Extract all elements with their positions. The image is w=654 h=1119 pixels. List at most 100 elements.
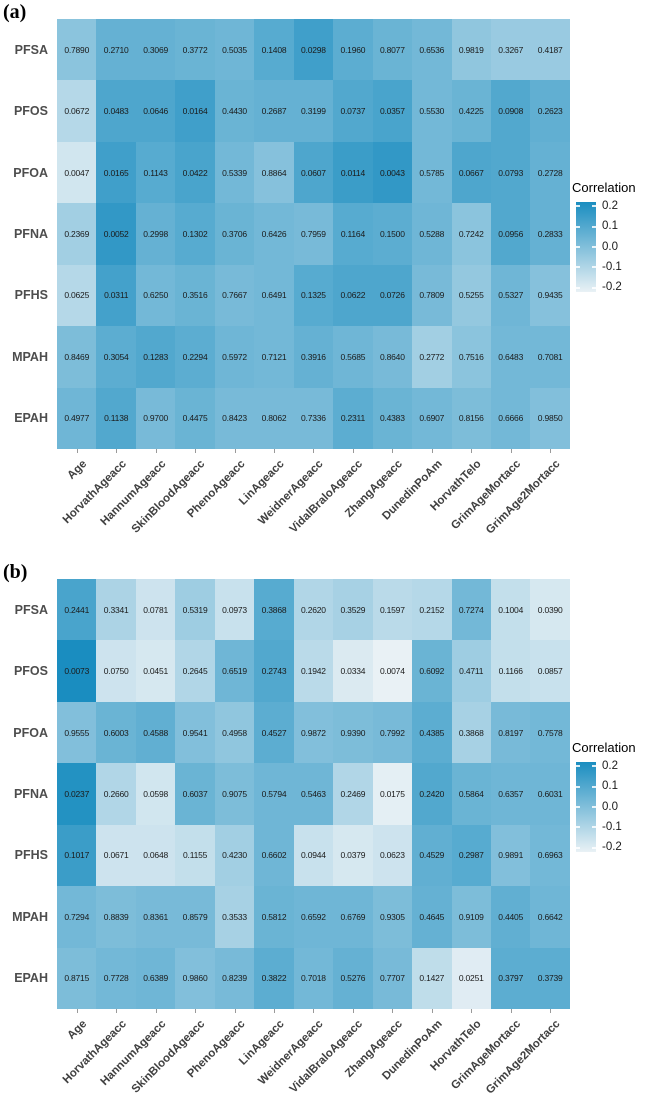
heatmap-cell: 0.8062 (254, 387, 294, 449)
heatmap-cell: 0.5255 (451, 264, 491, 327)
heatmap-cell: 0.8197 (490, 701, 531, 764)
heatmap-cell: 0.5685 (333, 326, 373, 388)
axis-tick (313, 1009, 315, 1013)
heatmap-cell: 0.9872 (293, 701, 334, 764)
heatmap-cell: 0.0311 (96, 264, 136, 327)
axis-tick (76, 1009, 78, 1013)
heatmap-cell: 0.2833 (530, 203, 570, 265)
legend-tick (576, 765, 580, 768)
legend-gradient-bar (576, 202, 596, 292)
heatmap-cell: 0.0483 (96, 80, 136, 142)
heatmap-cell: 0.0956 (490, 203, 531, 265)
heatmap-cell: 0.2728 (530, 141, 570, 204)
heatmap-cell: 0.3341 (96, 579, 136, 641)
heatmap-cell: 0.0726 (372, 264, 413, 327)
heatmap-cell: 0.9435 (530, 264, 570, 327)
heatmap-cell: 0.6963 (530, 824, 570, 887)
heatmap-cell: 0.7294 (57, 886, 97, 948)
heatmap-cell: 0.7336 (293, 387, 334, 449)
heatmap-cell: 0.0646 (135, 80, 176, 142)
row-label: PFHS (14, 288, 48, 303)
heatmap-cell: 0.0625 (57, 264, 97, 327)
axis-tick (155, 1009, 157, 1013)
heatmap-cell: 0.6602 (254, 824, 294, 887)
heatmap-cell: 0.2987 (451, 824, 491, 887)
heatmap-cell: 0.4405 (490, 886, 531, 948)
axis-tick (392, 449, 394, 453)
heatmap-cell: 0.4588 (135, 701, 176, 764)
heatmap-cell: 0.4958 (214, 701, 255, 764)
heatmap-cell: 0.5288 (412, 203, 452, 265)
heatmap-cell: 0.4645 (412, 886, 452, 948)
heatmap-cell: 0.2687 (254, 80, 294, 142)
x-axis-labels-b: Age HorvathAgeacc HannumAgeacc SkinBloodAge… (0, 1009, 654, 1119)
heatmap-cell: 0.4977 (57, 387, 97, 449)
heatmap-cell: 0.0298 (293, 19, 334, 81)
axis-tick (352, 1009, 354, 1013)
heatmap-cell: 0.0074 (372, 640, 413, 702)
heatmap-cell: 0.1427 (412, 947, 452, 1009)
axis-tick (431, 1009, 433, 1013)
colorbar-legend-b: Correlation 0.2 0.1 0.0 -0.1 -0.2 (570, 740, 654, 865)
legend-tick (592, 806, 596, 808)
heatmap-cell: 0.3916 (293, 326, 334, 388)
heatmap-cell: 0.0052 (96, 203, 136, 265)
heatmap-cell: 0.9109 (451, 886, 491, 948)
heatmap-cell: 0.1302 (175, 203, 215, 265)
heatmap-cell: 0.8423 (214, 387, 255, 449)
heatmap-cell: 0.7959 (293, 203, 334, 265)
heatmap-cell: 0.0622 (333, 264, 373, 327)
heatmap-cell: 0.5339 (214, 141, 255, 204)
heatmap-cell: 0.3267 (490, 19, 531, 81)
legend-tick-label: 0.0 (602, 240, 618, 253)
heatmap-cell: 0.9555 (57, 701, 97, 764)
heatmap-cell: 0.9891 (490, 824, 531, 887)
heatmap-cell: 0.3533 (214, 886, 255, 948)
axis-tick (392, 1009, 394, 1013)
row-label: EPAH (14, 411, 48, 426)
heatmap-cell: 0.0164 (175, 80, 215, 142)
y-axis-labels-b: PFSA PFOS PFOA PFNA PFHS MPAH EPAH (0, 579, 57, 1009)
heatmap-cell: 0.9390 (333, 701, 373, 764)
heatmap-cell: 0.4475 (175, 387, 215, 449)
heatmap-cell: 0.0357 (372, 80, 413, 142)
heatmap-cell: 0.4527 (254, 701, 294, 764)
heatmap-cell: 0.0379 (333, 824, 373, 887)
heatmap-cell: 0.0237 (57, 763, 97, 825)
row-label: PFNA (13, 786, 48, 801)
x-axis-labels-a: Age HorvathAgeacc HannumAgeacc SkinBloodAge… (0, 449, 654, 559)
legend-tick-label: -0.1 (602, 260, 622, 273)
axis-tick (155, 449, 157, 453)
heatmap-cell: 0.0648 (135, 824, 176, 887)
heatmap-cell: 0.3069 (135, 19, 176, 81)
legend-tick (576, 286, 580, 289)
heatmap-cell: 0.5812 (254, 886, 294, 948)
heatmap-cell: 0.0671 (96, 824, 136, 887)
heatmap-cell: 0.1138 (96, 387, 136, 449)
y-axis-labels-a: PFSA PFOS PFOA PFNA PFHS MPAH EPAH (0, 19, 57, 449)
heatmap-cell: 0.9850 (530, 387, 570, 449)
heatmap-cell: 0.3516 (175, 264, 215, 327)
heatmap-cell: 0.2743 (254, 640, 294, 702)
heatmap-cell: 0.6031 (530, 763, 570, 825)
heatmap-cell: 0.2311 (333, 387, 373, 449)
heatmap-cell: 0.7667 (214, 264, 255, 327)
heatmap-cell: 0.0073 (57, 640, 97, 702)
heatmap-cell: 0.6666 (490, 387, 531, 449)
heatmap-cell: 0.0165 (96, 141, 136, 204)
heatmap-cell: 0.2620 (293, 579, 334, 641)
legend-tick-label: 0.0 (602, 800, 618, 813)
axis-tick (471, 1009, 473, 1013)
legend-tick (576, 826, 580, 829)
legend-tick-label: 0.2 (602, 759, 618, 772)
axis-tick (431, 449, 433, 453)
heatmap-cell: 0.7809 (412, 264, 452, 327)
heatmap-cell: 0.1283 (135, 326, 176, 388)
legend-tick-label: -0.2 (602, 841, 622, 854)
heatmap-cell: 0.1155 (175, 824, 215, 887)
column-label: GrimAge2Mortacc (484, 458, 563, 537)
row-label: MPAH (12, 349, 48, 364)
heatmap-cell: 0.7018 (293, 947, 334, 1009)
column-label: SkinBloodAgeacc (129, 1018, 208, 1096)
heatmap-cell: 0.1004 (490, 579, 531, 641)
